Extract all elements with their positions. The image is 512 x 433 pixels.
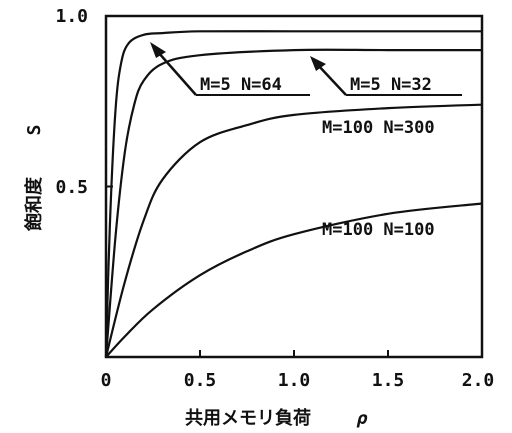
x-tick-label: 2.0 (462, 370, 495, 391)
series-line-m5-n32 (104, 48, 482, 358)
annotation-arrow-shaft (157, 51, 197, 96)
y-axis-label: 飽和度 (23, 176, 45, 232)
tick-marks (106, 185, 389, 357)
x-tick-label: 0 (101, 370, 112, 391)
y-axis-symbol: S (24, 125, 45, 136)
annotation-label: M=5 N=32 (350, 75, 432, 95)
x-axis-label: 共用メモリ負荷 (185, 407, 311, 429)
y-tick-label: 1.0 (55, 6, 88, 27)
y-tick-label: 0.5 (55, 177, 88, 198)
x-tick-label: 1.5 (372, 370, 405, 391)
x-axis-symbol: ρ (356, 408, 368, 429)
annotation-m5-n64: M=5 N=64 (150, 42, 310, 96)
x-tick-label: 0.5 (184, 370, 217, 391)
annotation-m5-n32: M=5 N=32 (310, 56, 462, 96)
annotation-arrow-shaft (316, 63, 347, 96)
series-group (104, 30, 483, 358)
plot-frame (104, 14, 484, 359)
series-line-m100-n300 (104, 103, 483, 358)
annotation-arrowhead (310, 56, 326, 71)
annotation-m100-n300: M=100 N=300 (322, 118, 435, 138)
annotation-arrowhead (150, 42, 166, 58)
annotation-m100-n100: M=100 N=100 (322, 220, 435, 240)
annotation-label: M=5 N=64 (200, 75, 282, 95)
series-line-m5-n64 (104, 30, 482, 358)
x-tick-label: 1.0 (278, 370, 311, 391)
series-line-m100-n100 (105, 202, 483, 358)
